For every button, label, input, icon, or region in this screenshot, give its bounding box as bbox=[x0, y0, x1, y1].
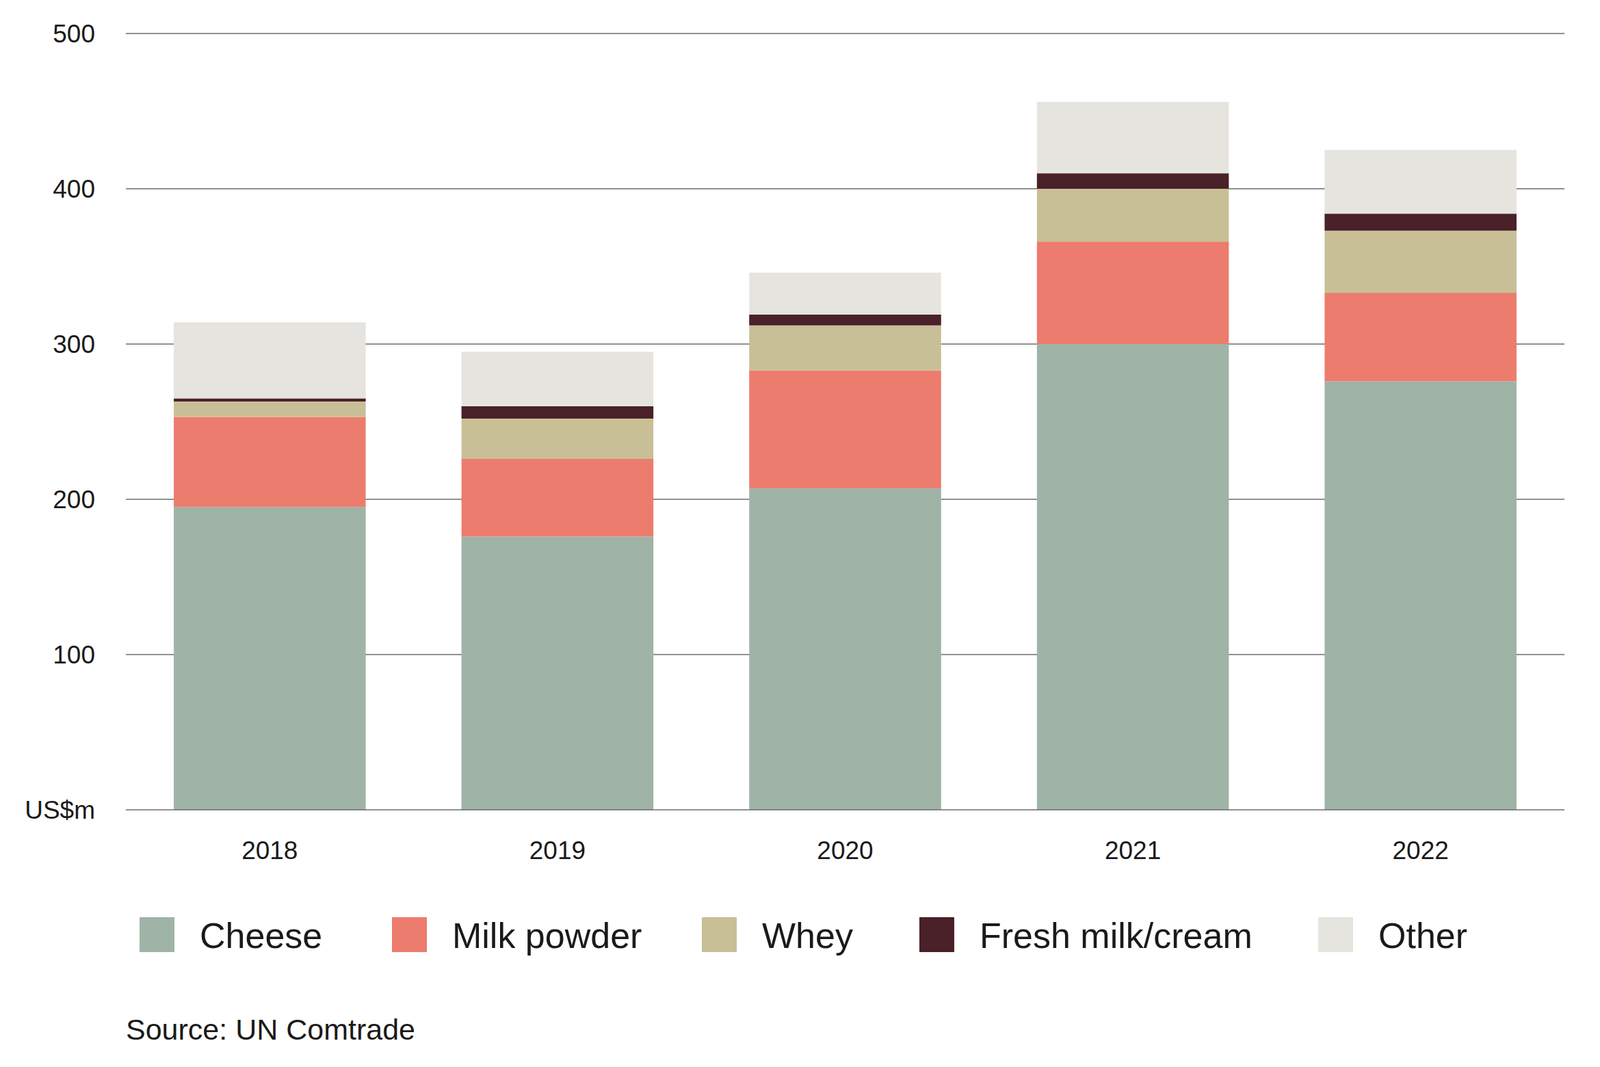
bar-segment bbox=[173, 398, 366, 402]
chart: 100 200 300 400 500 US$m 2018 2019 2020 2021 2022 C… bbox=[0, 0, 1600, 1067]
bars bbox=[173, 101, 1517, 810]
bar-segment bbox=[173, 417, 366, 508]
source-note: Source: UN Comtrade bbox=[125, 1013, 416, 1046]
bar-segment bbox=[749, 370, 942, 490]
bar-segment bbox=[461, 351, 654, 406]
bar-segment bbox=[749, 325, 942, 371]
x-tick-label: 2019 bbox=[529, 836, 586, 865]
y-tick-label: 200 bbox=[52, 485, 96, 514]
x-tick-label: 2022 bbox=[1392, 836, 1449, 865]
bar-segment bbox=[1037, 241, 1230, 345]
legend-swatch bbox=[139, 917, 175, 953]
bar-segment bbox=[1324, 230, 1517, 293]
bar-segment bbox=[749, 272, 942, 315]
legend-label: Fresh milk/cream bbox=[979, 915, 1253, 956]
legend-label: Milk powder bbox=[452, 915, 642, 956]
bar-segment bbox=[749, 488, 942, 810]
legend-label: Cheese bbox=[199, 915, 323, 956]
y-axis-label: US$m bbox=[24, 796, 96, 825]
y-tick-label: 300 bbox=[52, 330, 96, 359]
bar-segment bbox=[1037, 173, 1230, 189]
bar-segment bbox=[173, 506, 366, 810]
y-tick-label: 400 bbox=[52, 175, 96, 204]
x-tick-label: 2020 bbox=[816, 836, 873, 865]
x-tick-label: 2021 bbox=[1104, 836, 1161, 865]
legend-swatch bbox=[1318, 917, 1354, 953]
bar-segment bbox=[1037, 344, 1230, 810]
bar-segment bbox=[749, 314, 942, 326]
bar-segment bbox=[461, 536, 654, 810]
bar-segment bbox=[1037, 188, 1230, 242]
bar-segment bbox=[173, 401, 366, 418]
bar-segment bbox=[1324, 292, 1517, 382]
bar-segment bbox=[461, 406, 654, 419]
legend-swatch bbox=[919, 917, 955, 953]
legend: Cheese Milk powder Whey Fresh milk/cream Oth… bbox=[139, 915, 1468, 956]
bar-segment bbox=[1324, 149, 1517, 214]
y-tick-label: 100 bbox=[52, 640, 96, 670]
grid-line bbox=[125, 32, 1565, 35]
legend-swatch bbox=[391, 917, 427, 953]
bar-segment bbox=[461, 458, 654, 537]
bar-segment bbox=[173, 322, 366, 399]
legend-label: Other bbox=[1378, 915, 1468, 956]
bar-segment bbox=[1324, 381, 1517, 810]
bar-segment bbox=[1324, 213, 1517, 231]
x-axis-line bbox=[125, 809, 1565, 811]
legend-swatch bbox=[701, 917, 737, 953]
bar-segment bbox=[461, 418, 654, 459]
legend-label: Whey bbox=[762, 915, 854, 956]
bar-segment bbox=[1037, 101, 1230, 174]
x-tick-label: 2018 bbox=[241, 836, 298, 865]
y-tick-label: 500 bbox=[52, 19, 96, 48]
